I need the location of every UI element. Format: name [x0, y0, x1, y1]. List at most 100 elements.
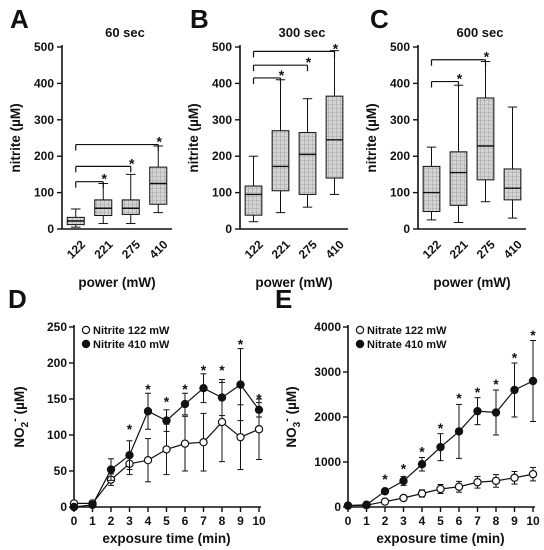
significance-mark: * — [102, 171, 108, 187]
data-point — [454, 427, 464, 436]
significance-mark: * — [256, 391, 262, 407]
y-tick-label: 150 — [47, 392, 67, 406]
data-point — [236, 380, 245, 389]
data-point — [162, 445, 171, 454]
x-tick-label: 221 — [269, 237, 293, 261]
x-axis-label: power (mW) — [255, 275, 332, 290]
data-point — [362, 500, 371, 509]
legend-label: Nitrate 122 mW — [367, 325, 447, 337]
significance-mark: * — [306, 54, 312, 70]
data-point — [180, 439, 190, 448]
x-tick-label: 122 — [64, 237, 88, 261]
data-point — [436, 484, 445, 494]
legend-marker — [355, 325, 365, 335]
svg-text:C: C — [370, 4, 389, 34]
y-tick-label: 250 — [47, 320, 67, 334]
series-filled — [343, 340, 538, 510]
significance-mark: * — [457, 71, 463, 87]
x-tick-label: 221 — [447, 237, 471, 261]
box — [149, 166, 168, 205]
significance-mark: * — [219, 362, 225, 378]
x-tick-label: 7 — [474, 514, 481, 528]
y-label-sup: - — [281, 418, 293, 422]
x-tick-label: 6 — [456, 514, 463, 528]
y-tick-label: 1000 — [314, 455, 341, 469]
x-tick-label: 4 — [419, 514, 426, 528]
box — [449, 151, 468, 206]
y-tick-label: 300 — [34, 113, 54, 127]
significance-mark: * — [145, 381, 151, 397]
x-axis-label: exposure time (min) — [376, 531, 504, 546]
data-point — [473, 478, 482, 487]
y-tick-label: 100 — [47, 428, 67, 442]
y-tick-label: 200 — [390, 149, 410, 163]
y-label-unit: (µM) — [12, 386, 27, 418]
panel-label-a: A — [10, 4, 29, 34]
x-tick-label: 9 — [511, 514, 518, 528]
x-tick-label: 221 — [92, 237, 116, 261]
y-tick-label: 200 — [34, 149, 54, 163]
data-point — [417, 489, 427, 498]
box — [298, 132, 317, 195]
data-point — [491, 408, 501, 417]
significance-mark: * — [129, 155, 135, 171]
box — [244, 185, 263, 216]
significance-mark: * — [493, 376, 499, 392]
panel-label-d: D — [8, 284, 27, 314]
data-point — [399, 476, 408, 486]
legend-label: Nitrite 122 mW — [93, 325, 170, 337]
significance-mark: * — [456, 390, 462, 406]
x-tick-label: 1 — [363, 514, 370, 528]
data-point — [143, 456, 153, 465]
legend-marker — [81, 325, 91, 335]
x-tick-label: 6 — [182, 514, 189, 528]
data-point — [217, 417, 227, 427]
data-point — [199, 438, 208, 447]
significance-mark: * — [419, 443, 425, 459]
x-tick-label: 7 — [200, 514, 207, 528]
data-point — [491, 476, 501, 486]
x-tick-label: 9 — [237, 514, 244, 528]
data-point — [254, 405, 264, 414]
x-tick-label: 410 — [147, 237, 171, 261]
data-point — [199, 384, 208, 393]
y-axis-label: NO2- (µM) — [9, 386, 31, 447]
x-tick-label: 2 — [382, 514, 389, 528]
legend-marker — [81, 339, 91, 349]
significance-mark: * — [238, 336, 244, 352]
x-tick-label: 2 — [108, 514, 115, 528]
y-tick-label: 500 — [212, 40, 232, 54]
y-axis-label: nitrite (µM) — [364, 103, 379, 172]
y-label-main: NO — [284, 427, 299, 447]
data-point — [510, 473, 519, 482]
panel-title: 600 sec — [457, 25, 504, 40]
significance-mark: * — [512, 349, 518, 365]
data-point — [180, 399, 190, 409]
series-open — [343, 466, 538, 510]
y-tick-label: 0 — [334, 500, 341, 514]
y-tick-label: 400 — [212, 76, 232, 90]
data-point — [343, 501, 353, 510]
box — [422, 165, 441, 213]
panel-title: 60 sec — [105, 25, 145, 40]
panel-label-c: C — [370, 4, 389, 34]
x-tick-label: 122 — [420, 237, 444, 261]
data-point — [125, 450, 134, 460]
legend-label: Nitrite 410 mW — [93, 339, 170, 351]
panel-label-b: B — [190, 4, 209, 34]
x-tick-label: 122 — [242, 237, 266, 261]
y-tick-label: 4000 — [314, 320, 341, 334]
y-label-sup: - — [9, 418, 21, 422]
significance-mark: * — [530, 327, 536, 343]
x-tick-label: 3 — [400, 514, 407, 528]
y-tick-label: 400 — [34, 76, 54, 90]
x-tick-label: 410 — [323, 237, 347, 261]
data-point — [436, 442, 445, 452]
data-point — [510, 385, 519, 395]
svg-text:D: D — [8, 284, 27, 314]
y-label-unit: (µM) — [284, 386, 299, 418]
significance-mark: * — [382, 471, 388, 487]
y-tick-label: 0 — [403, 222, 410, 236]
y-axis-label: nitrite (µM) — [8, 103, 23, 172]
